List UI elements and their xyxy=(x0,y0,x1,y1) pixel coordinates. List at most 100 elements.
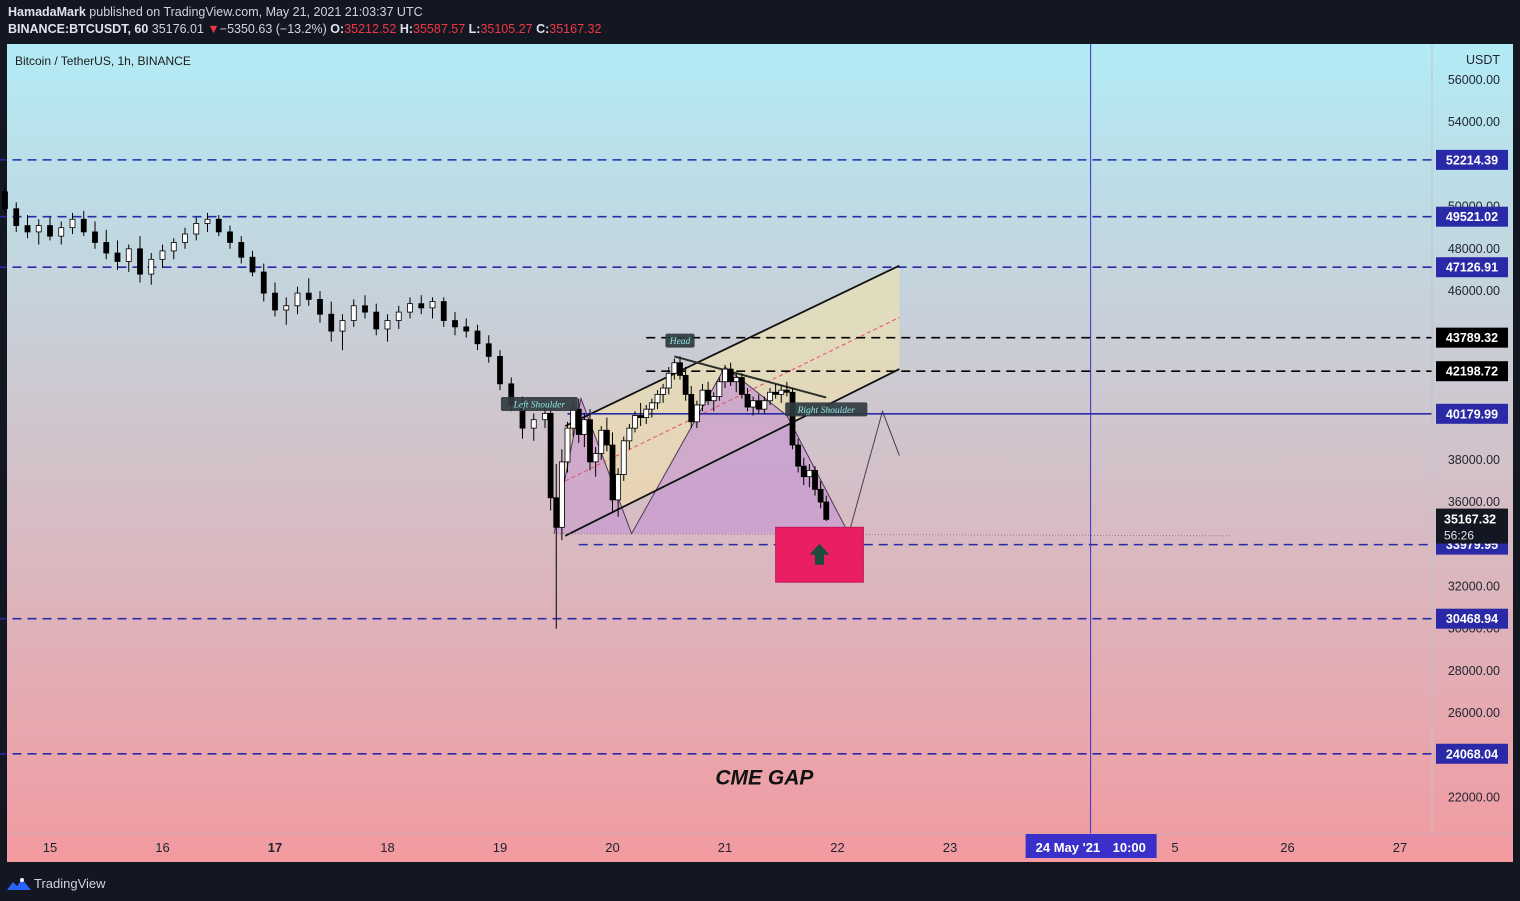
channel-mid-line xyxy=(565,316,900,482)
candle-body xyxy=(648,402,655,410)
symbol-name[interactable]: BINANCE:BTCUSDT, 60 xyxy=(8,22,149,36)
publish-info-line: HamadaMark published on TradingView.com,… xyxy=(8,5,423,19)
candle-body xyxy=(497,356,503,385)
candle xyxy=(710,392,717,412)
footer-brand[interactable]: TradingView xyxy=(34,876,106,891)
candle xyxy=(772,383,779,399)
candle-body xyxy=(260,271,267,294)
candle xyxy=(671,358,678,380)
candle-body xyxy=(677,362,683,376)
candle-body xyxy=(637,415,644,418)
candle xyxy=(800,457,807,486)
candle-body xyxy=(58,227,65,237)
crosshair-time-tag xyxy=(1025,834,1157,858)
candle-body xyxy=(159,250,166,260)
candle xyxy=(823,495,830,521)
price-tick-label: 26000.00 xyxy=(1448,706,1500,720)
candle xyxy=(452,312,458,336)
candle-body xyxy=(564,427,571,463)
candle xyxy=(598,426,605,460)
candle-body xyxy=(626,427,633,442)
price-change: −5350.63 (−13.2%) xyxy=(219,22,327,36)
price-chart[interactable]: Left Shoulder Head Right Shoulder CME GAP 5… xyxy=(0,0,1520,867)
candle-body xyxy=(148,258,155,275)
annotation-label: Right Shoulder xyxy=(797,406,856,416)
candle xyxy=(817,480,824,509)
candle xyxy=(148,253,155,285)
candle-body xyxy=(35,225,42,233)
candle-body xyxy=(772,391,779,395)
crosshair-time-label: 10:00 xyxy=(1113,840,1146,855)
candle-body xyxy=(705,389,712,402)
candle xyxy=(350,299,357,327)
candle-body xyxy=(587,419,593,463)
price-tick-label: 48000.00 xyxy=(1448,242,1500,256)
candle-body xyxy=(654,393,661,404)
level-price-tag xyxy=(1436,361,1508,382)
close-value: 35167.32 xyxy=(549,22,602,36)
candle xyxy=(429,297,436,319)
tradingview-logo-icon[interactable] xyxy=(6,876,32,892)
level-price-label: 40179.99 xyxy=(1446,407,1498,421)
candle-body xyxy=(24,225,31,233)
time-tick-label: 27 xyxy=(1393,840,1407,855)
annotation-badge xyxy=(500,396,578,411)
publish-info: published on TradingView.com, May 21, 20… xyxy=(85,5,423,19)
candle-body xyxy=(463,326,470,332)
time-tick-label: 20 xyxy=(605,840,619,855)
candle xyxy=(677,356,683,380)
candle xyxy=(384,314,391,342)
candle-body xyxy=(294,292,301,307)
candle xyxy=(249,250,256,277)
candle xyxy=(283,297,290,325)
level-price-label: 42198.72 xyxy=(1446,365,1498,379)
annotation-badge xyxy=(785,402,868,417)
time-tick-label: 21 xyxy=(718,840,732,855)
channel-upper-line xyxy=(564,264,900,427)
candle-body xyxy=(542,412,548,421)
candle-body xyxy=(2,191,8,210)
level-price-tag xyxy=(1436,327,1508,348)
candle xyxy=(795,438,802,473)
level-price-tag xyxy=(1436,403,1508,424)
candle-body xyxy=(665,372,672,389)
price-axis[interactable]: 56000.0054000.0050000.0048000.0046000.00… xyxy=(1436,73,1508,804)
candle xyxy=(92,221,98,249)
open-value: 35212.52 xyxy=(344,22,397,36)
channel-lower-line xyxy=(564,368,900,537)
candle xyxy=(806,464,813,488)
candle xyxy=(373,303,380,336)
candle-body xyxy=(738,377,745,395)
candle-body xyxy=(317,299,323,315)
candle xyxy=(693,400,700,429)
candle xyxy=(407,297,413,319)
candle xyxy=(812,466,818,496)
candle xyxy=(170,238,177,260)
level-price-tag xyxy=(1436,206,1508,227)
candle-body xyxy=(80,218,87,233)
candle xyxy=(603,417,610,452)
candle-body xyxy=(783,389,790,393)
publisher-name[interactable]: HamadaMark xyxy=(8,5,86,19)
candle-body xyxy=(750,400,757,408)
time-axis[interactable]: 15 16 17 18 19 20 21 22 23 5 26 27 24 May '21 10:00 xyxy=(43,834,1407,858)
candle-body xyxy=(761,400,768,410)
candle-body xyxy=(47,225,53,237)
level-price-label: 52214.39 xyxy=(1446,153,1498,167)
candle-body xyxy=(407,303,413,313)
candle xyxy=(592,447,599,477)
level-price-label: 30468.94 xyxy=(1446,612,1498,626)
price-tick-label: 32000.00 xyxy=(1448,579,1500,593)
annotation-label: Left Shoulder xyxy=(513,399,566,410)
candle xyxy=(581,413,588,448)
candle xyxy=(553,464,560,629)
candle xyxy=(789,388,796,450)
candle-body xyxy=(806,469,813,478)
candle xyxy=(2,185,8,213)
candle-body xyxy=(238,242,245,258)
candle xyxy=(103,229,110,260)
candle xyxy=(615,468,622,517)
candle xyxy=(632,411,638,433)
candle xyxy=(744,388,751,412)
candle-body xyxy=(682,374,689,395)
